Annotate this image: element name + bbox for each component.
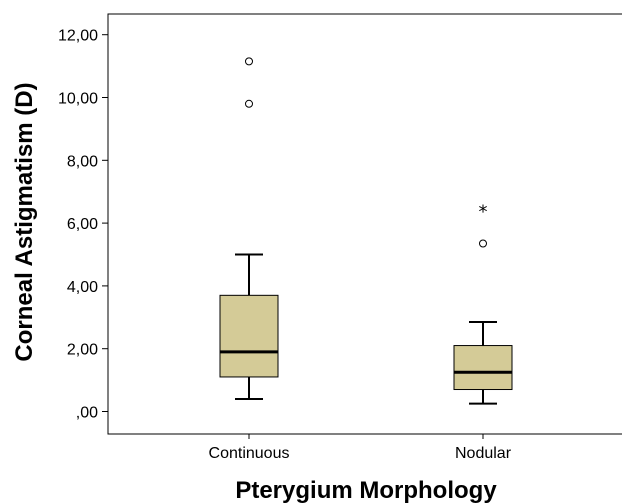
- iqr-box: [453, 345, 513, 391]
- extreme-point: *: [479, 201, 488, 222]
- y-tick-label: 2,00: [67, 342, 98, 359]
- x-category-label: Continuous: [209, 445, 290, 462]
- x-axis: Continuous Nodular: [209, 434, 512, 462]
- y-axis: ,00 2,00 4,00 6,00 8,00 10,00 12,00: [58, 28, 108, 422]
- outlier-point: [245, 99, 253, 108]
- y-tick-label: 10,00: [58, 91, 98, 108]
- plot-area: [107, 13, 622, 435]
- box-nodular: *: [453, 201, 513, 405]
- y-axis-title: Corneal Astigmatism (D): [11, 82, 38, 361]
- y-tick-label: 8,00: [67, 153, 98, 170]
- y-tick-label: 6,00: [67, 216, 98, 233]
- x-category-label: Nodular: [455, 445, 512, 462]
- y-tick-label: ,00: [76, 405, 98, 422]
- y-tick-label: 12,00: [58, 28, 98, 45]
- box-continuous: [219, 57, 279, 400]
- iqr-box: [219, 294, 279, 378]
- outlier-point: [479, 239, 487, 248]
- boxes: *: [219, 57, 513, 405]
- outlier-point: [245, 57, 253, 66]
- y-tick-label: 4,00: [67, 279, 98, 296]
- x-axis-title: Pterygium Morphology: [235, 477, 497, 504]
